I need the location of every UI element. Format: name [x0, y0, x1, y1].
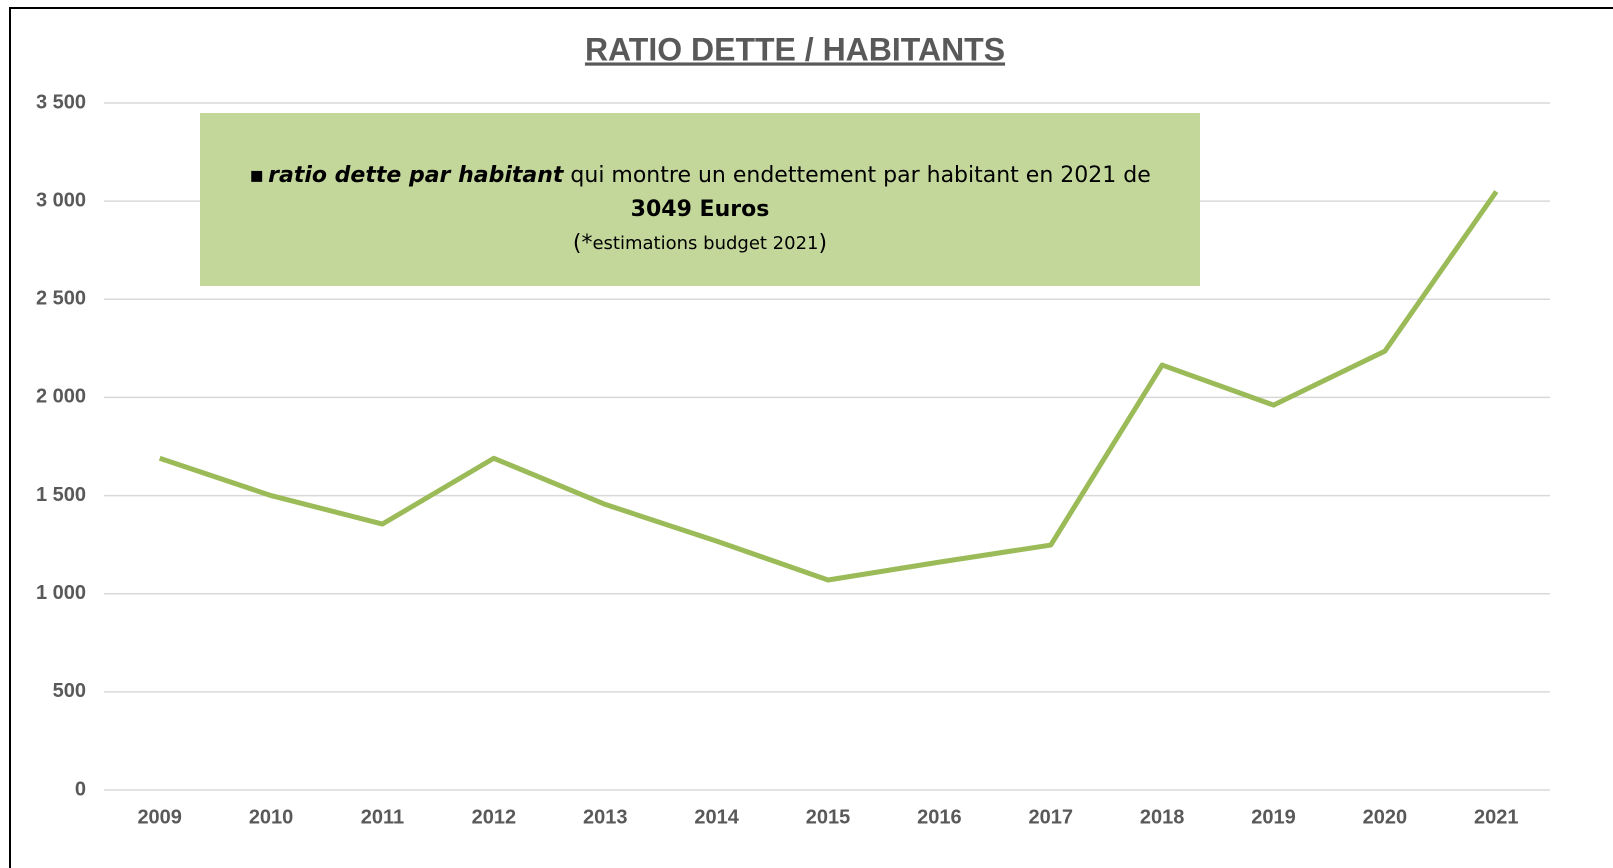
x-tick-label: 2014: [694, 806, 739, 828]
annotation-box: [200, 113, 1200, 286]
x-tick-label: 2011: [361, 806, 404, 828]
y-tick-label: 1 000: [36, 582, 86, 604]
x-tick-label: 2013: [583, 806, 628, 828]
data-line: [158, 190, 1499, 583]
y-tick-label: 3 000: [36, 189, 86, 211]
y-tick-label: 1 500: [36, 484, 86, 506]
chart-title: RATIO DETTE / HABITANTS: [585, 31, 1005, 67]
x-tick-label: 2021: [1474, 806, 1519, 828]
annotation-line: ▪ ratio dette par habitant qui montre un e…: [249, 163, 1151, 188]
x-tick-label: 2018: [1140, 806, 1185, 828]
x-tick-label: 2012: [472, 806, 517, 828]
annotation-text: qui montre un endettement par habitant e…: [570, 163, 1150, 188]
x-tick-label: 2020: [1363, 806, 1408, 828]
x-tick-label: 2017: [1029, 806, 1074, 828]
x-tick-label: 2015: [806, 806, 851, 828]
annotation-note: (*estimations budget 2021): [573, 231, 827, 256]
y-tick-label: 500: [53, 680, 86, 702]
x-tick-label: 2010: [249, 806, 294, 828]
x-tick-label: 2019: [1251, 806, 1296, 828]
annotation-emphasis: ratio dette par habitant: [268, 163, 565, 188]
annotation-highlight: 3049 Euros: [631, 197, 770, 222]
annotation-bullet: ▪: [249, 163, 264, 188]
annotation-note-open: (*: [573, 231, 593, 256]
x-tick-label: 2016: [917, 806, 962, 828]
annotation-note-close: ): [819, 231, 828, 256]
x-tick-label: 2009: [137, 806, 182, 828]
y-tick-label: 2 500: [36, 288, 86, 310]
y-tick-label: 2 000: [36, 386, 86, 408]
y-tick-label: 3 500: [36, 91, 86, 113]
y-tick-label: 0: [75, 778, 86, 800]
annotation-note: estimations budget 2021: [592, 233, 818, 254]
